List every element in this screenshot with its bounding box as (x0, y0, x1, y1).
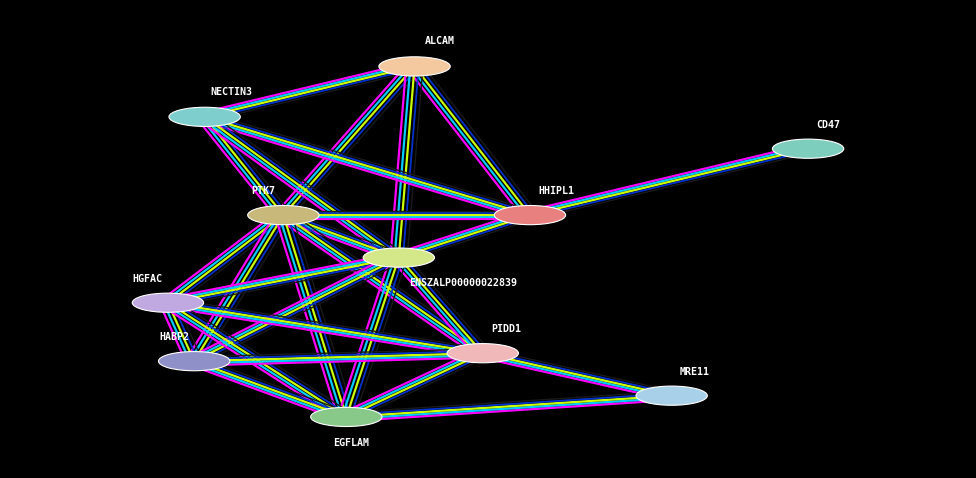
Ellipse shape (636, 386, 708, 405)
Ellipse shape (379, 57, 450, 76)
Text: HABP2: HABP2 (159, 332, 189, 342)
Ellipse shape (447, 344, 518, 363)
Text: MRE11: MRE11 (680, 367, 711, 377)
Text: HHIPL1: HHIPL1 (539, 186, 574, 196)
Text: PTK7: PTK7 (251, 186, 275, 196)
Ellipse shape (363, 248, 434, 267)
Text: PIDD1: PIDD1 (491, 324, 521, 334)
Ellipse shape (132, 293, 204, 312)
Text: ENSZALP00000022839: ENSZALP00000022839 (409, 278, 517, 288)
Ellipse shape (169, 107, 240, 127)
Ellipse shape (772, 139, 844, 158)
Ellipse shape (310, 407, 382, 426)
Ellipse shape (494, 206, 566, 225)
Text: CD47: CD47 (817, 120, 840, 130)
Text: HGFAC: HGFAC (133, 273, 163, 283)
Ellipse shape (158, 351, 229, 371)
Text: NECTIN3: NECTIN3 (210, 87, 252, 97)
Text: EGFLAM: EGFLAM (334, 438, 370, 448)
Ellipse shape (248, 206, 319, 225)
Text: ALCAM: ALCAM (425, 36, 455, 46)
